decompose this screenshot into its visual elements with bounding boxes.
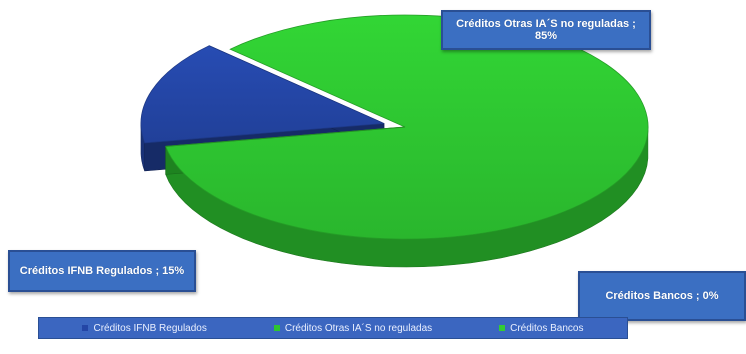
legend-swatch-otras-ias bbox=[273, 325, 280, 331]
slice-ifnb bbox=[140, 45, 385, 144]
data-label-otras-ias-text: Créditos Otras IA´S no reguladas ; 85% bbox=[456, 18, 636, 42]
legend-label-bancos: Créditos Bancos bbox=[510, 322, 584, 334]
slice-otras-ias bbox=[165, 14, 649, 240]
legend-item-bancos: Créditos Bancos bbox=[499, 323, 583, 334]
legend-label-otras-ias: Créditos Otras IA´S no reguladas bbox=[284, 322, 433, 334]
data-label-ifnb-text: Créditos IFNB Regulados ; 15% bbox=[19, 265, 185, 277]
data-label-bancos: Créditos Bancos ; 0% bbox=[578, 271, 746, 321]
chart-legend: Créditos IFNB Regulados Créditos Otras I… bbox=[38, 317, 628, 339]
data-label-ifnb: Créditos IFNB Regulados ; 15% bbox=[8, 250, 196, 292]
legend-swatch-ifnb bbox=[82, 325, 89, 331]
data-label-bancos-text: Créditos Bancos ; 0% bbox=[605, 290, 719, 302]
data-label-otras-ias: Créditos Otras IA´S no reguladas ; 85% bbox=[441, 10, 651, 50]
legend-swatch-bancos bbox=[499, 325, 506, 331]
legend-label-ifnb: Créditos IFNB Regulados bbox=[93, 322, 207, 334]
slice-bancos bbox=[165, 126, 406, 147]
legend-item-otras-ias: Créditos Otras IA´S no reguladas bbox=[273, 322, 433, 334]
legend-item-ifnb: Créditos IFNB Regulados bbox=[82, 322, 207, 334]
